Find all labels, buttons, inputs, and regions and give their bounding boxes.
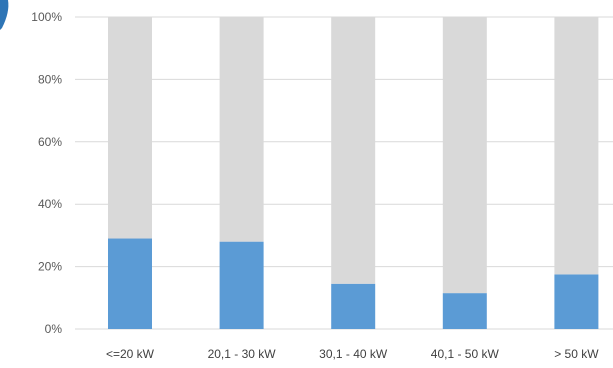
corner-brand-mark [0,0,9,30]
bar-segment-series-2 [554,17,599,275]
bar-segment-series-2 [442,17,487,294]
y-tick-label: 0% [45,322,63,336]
bar-segment-series-1 [331,283,376,329]
x-category-label: 20,1 - 30 kW [208,347,277,361]
y-tick-label: 80% [38,72,62,86]
y-tick-label: 20% [38,260,62,274]
x-category-label: > 50 kW [554,347,599,361]
bar-segment-series-1 [554,274,599,329]
bar-segment-series-1 [219,241,264,329]
y-tick-label: 100% [31,10,62,24]
bar-segment-series-2 [108,17,152,239]
x-category-label: 40,1 - 50 kW [431,347,500,361]
gridlines [75,16,613,330]
y-axis-ticks: 0% 20% 40% 60% 80% 100% [31,10,62,336]
bar-segment-series-1 [108,238,152,329]
bars [108,17,599,329]
bar-segment-series-1 [442,293,487,329]
y-tick-label: 40% [38,197,62,211]
bar-segment-series-2 [331,17,376,284]
y-tick-label: 60% [38,135,62,149]
x-axis-categories: <=20 kW 20,1 - 30 kW 30,1 - 40 kW 40,1 - 50… [106,347,599,361]
bar-segment-series-2 [219,17,264,242]
x-category-label: 30,1 - 40 kW [319,347,388,361]
x-category-label: <=20 kW [106,347,155,361]
